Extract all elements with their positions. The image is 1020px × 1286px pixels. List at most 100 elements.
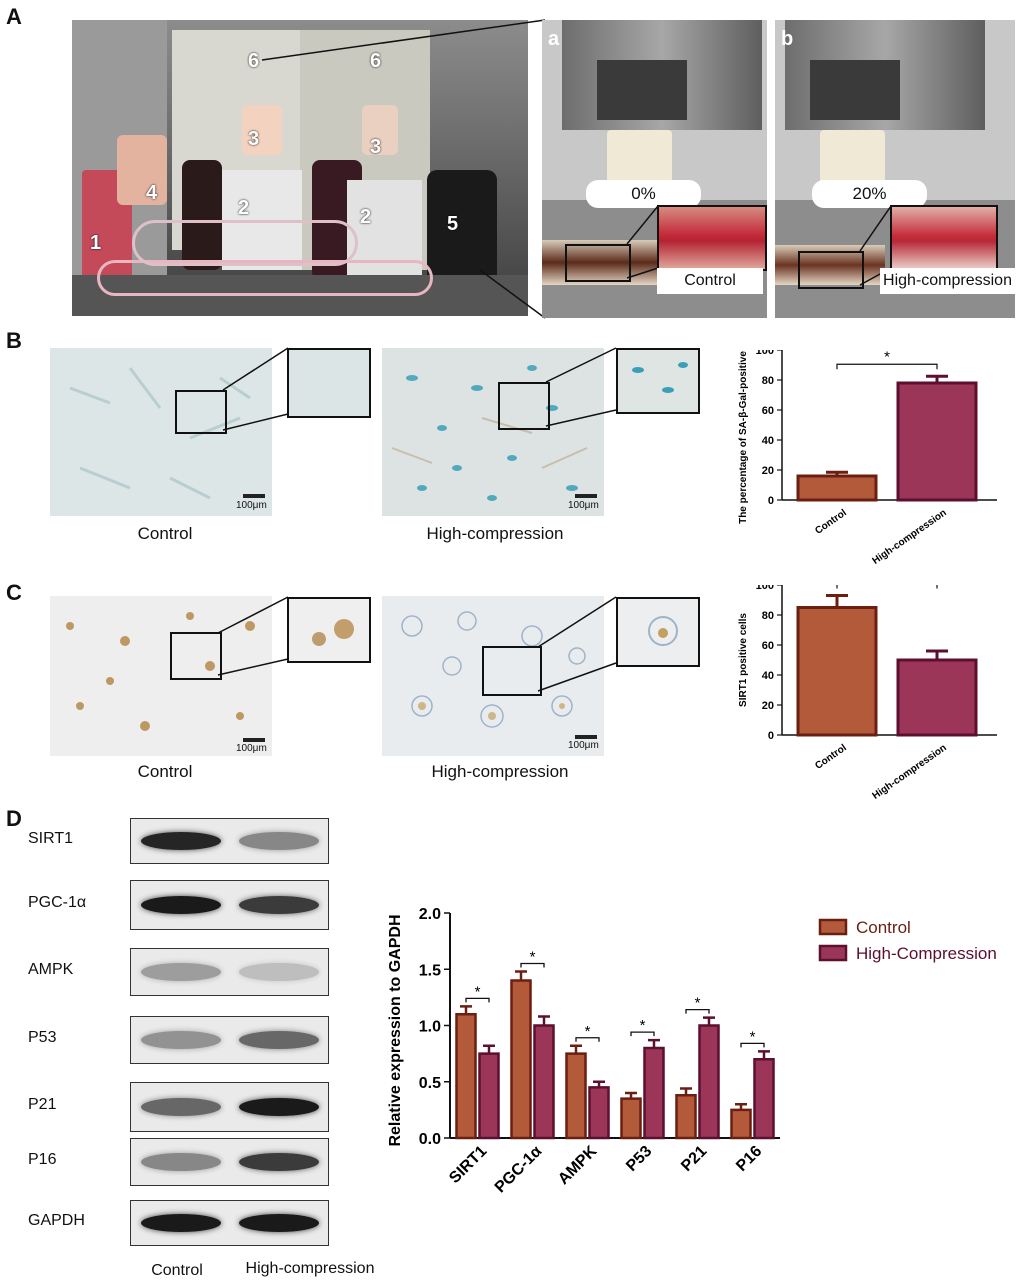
apparatus-number-6a: 6 [248,50,260,72]
chart-b-ytick-label-2: 40 [762,435,774,447]
chart-d-legend-swatch-0 [818,918,848,936]
chart-d-sig-star-1: * [530,949,536,966]
chart-d-bar-0-0 [455,1013,477,1140]
scale-bar-c-control [243,738,265,742]
chart-d-sig-bracket-1 [520,962,545,968]
blot-band-4-1 [239,1098,319,1116]
caption-b-control: Control [137,524,193,543]
scale-bar-label-c-high: 100μm [568,740,599,751]
blot-band-1-1 [239,896,319,914]
caption-c-control: Control [137,762,193,781]
chart-d-xtick-label-2: AMPK [555,1142,601,1188]
apparatus-number-2a: 2 [238,197,250,219]
apparatus-number-6b: 6 [370,50,382,72]
scale-bar-c-high [575,735,597,739]
zoom-inset-b-control [287,348,371,418]
chart-d-ytick-label-1: 0.5 [419,1075,441,1092]
scale-bar-b-control [243,494,265,498]
chart-d-xtick-label-4: P21 [678,1143,710,1175]
zoom-box-a-small [565,244,631,282]
chart-d-bar-4-0 [675,1094,697,1140]
zoom-inset-b-high [616,348,700,414]
lane-label-control: Control [151,1262,203,1279]
chart-c-ytick-label-5: 100 [756,585,774,592]
chart-c-ytick-label-0: 0 [768,730,774,742]
chart-c-ylabel: SIRT1 positive cells [738,613,749,707]
blot-band-0-0 [141,832,221,850]
chart-d-sig-bracket-5 [740,1042,765,1048]
chart-d-bar-2-1 [588,1086,610,1140]
apparatus-number-2b: 2 [360,206,372,228]
bioreactor-photo [72,20,528,316]
apparatus-number-4: 4 [146,182,158,204]
zoom-lines-b-control [222,347,289,431]
scale-bar-label-c-control: 100μm [236,743,267,754]
chart-b-ytick-label-0: 0 [768,495,774,507]
blot-band-1-0 [141,896,221,914]
blot-row-5 [130,1138,329,1186]
zoom-box-b-control-small [175,390,227,434]
zoom-lines-c-control [217,596,289,676]
chart-c-bar-1 [896,658,978,737]
blot-row-3 [130,1016,329,1064]
blot-band-5-0 [141,1153,221,1171]
zoom-box-b-high-small [498,382,550,430]
strain-label-0: 0% [586,180,701,208]
blot-row-0 [130,818,329,864]
chart-d-sig-star-0: * [475,983,481,1000]
chart-d-sig-bracket-2 [575,1037,600,1042]
blot-band-4-0 [141,1098,221,1116]
chart-c-ytick-label-3: 60 [762,640,774,652]
sirt1-high-micrograph [382,596,604,756]
zoom-lines-a [626,205,659,279]
chart-c-ytick-label-2: 40 [762,670,774,682]
chart-b-ytick-label-4: 80 [762,375,774,387]
blot-row-6 [130,1200,329,1246]
blot-band-6-1 [239,1214,319,1232]
chart-d-legend-label-0: Control [856,918,911,937]
zoom-lines-b-high [545,347,617,427]
zoom-lines-c-high [537,596,617,692]
chart-d-bar-4-1 [698,1024,720,1140]
blot-band-3-1 [239,1031,319,1049]
caption-b-high: High-compression [426,524,564,543]
sirt1-control-micrograph [50,596,272,756]
chart-d-relative-expression: 0.0 0.5 1.0 1.5 2.0 Relative expression to GA… [387,906,997,1197]
chart-c-sig-bracket [836,585,938,589]
chart-b-ytick-label-5: 100 [756,350,774,357]
strain-label-20: 20% [812,180,927,208]
chart-d-bar-3-1 [643,1046,665,1140]
sa-beta-gal-control-micrograph [50,348,272,516]
chart-b-sig-star: * [884,350,890,365]
chart-c-sirt1-positive: 0 20 40 60 80 100 SIRT1 positive cells Control H… [738,585,997,802]
chart-d-bar-1-1 [533,1024,555,1140]
chart-d-xtick-label-1: PGC-1α [492,1143,546,1197]
blot-band-6-0 [141,1214,221,1232]
chart-c-bar-0 [796,606,878,737]
apparatus-number-1: 1 [90,232,102,254]
chart-b-sig-bracket [836,363,938,370]
blot-row-1 [130,880,329,930]
blot-row-4 [130,1082,329,1132]
blot-label-5: P16 [28,1151,57,1168]
panel-label-b: B [6,328,22,353]
chart-d-bar-1-0 [510,979,532,1140]
chart-d-sig-bracket-4 [685,1008,710,1014]
blot-label-4: P21 [28,1096,57,1113]
chart-b-xtick-label-0: Control [813,507,849,537]
chart-d-xtick-label-5: P16 [733,1143,765,1175]
blot-label-6: GAPDH [28,1212,85,1229]
subpanel-letter-a: a [548,28,560,50]
chart-b-xtick-label-1: High-compression [870,507,948,566]
zoom-box-c-control-small [170,632,222,680]
chart-d-bar-5-0 [730,1108,752,1140]
caption-b-high: High-compression [880,268,1015,294]
chart-c-ytick-label-4: 80 [762,610,774,622]
panel-label-d: D [6,806,22,831]
panel-label-c: C [6,580,22,605]
chart-d-ytick-label-4: 2.0 [419,906,441,923]
chart-c-xtick-label-1: High-compression [870,742,948,801]
chart-d-sig-star-4: * [695,995,701,1012]
apparatus-number-3a: 3 [248,128,260,150]
zoom-box-c-high-small [482,646,542,696]
